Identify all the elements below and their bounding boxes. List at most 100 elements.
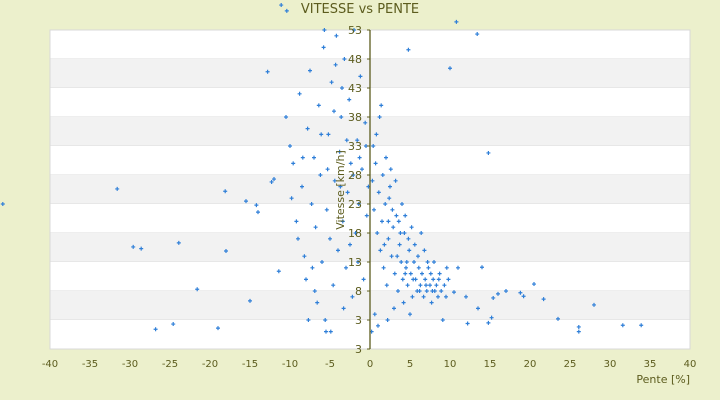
data-point bbox=[386, 219, 391, 224]
data-point bbox=[316, 103, 321, 108]
data-point bbox=[382, 242, 387, 247]
data-point bbox=[456, 265, 460, 270]
x-tick-label: -35 bbox=[82, 359, 98, 370]
data-point bbox=[426, 265, 431, 270]
data-point bbox=[310, 265, 315, 270]
data-point bbox=[353, 231, 358, 235]
data-point bbox=[395, 254, 400, 259]
y-tick-label: 13 bbox=[348, 256, 362, 269]
data-point bbox=[592, 302, 596, 307]
data-point bbox=[521, 294, 526, 299]
data-point bbox=[356, 202, 361, 206]
data-point bbox=[347, 97, 352, 102]
data-point bbox=[379, 103, 384, 108]
data-point bbox=[420, 271, 424, 276]
data-point bbox=[385, 318, 390, 322]
data-point bbox=[412, 242, 417, 247]
data-point bbox=[340, 86, 344, 90]
data-point bbox=[326, 132, 331, 137]
data-points bbox=[0, 3, 644, 334]
data-point bbox=[0, 202, 5, 206]
data-point bbox=[390, 207, 395, 212]
data-point bbox=[475, 32, 480, 37]
data-point bbox=[412, 260, 416, 264]
data-point bbox=[328, 329, 333, 334]
data-point bbox=[374, 132, 379, 137]
data-point bbox=[388, 184, 392, 189]
data-point bbox=[338, 184, 343, 189]
x-tick-label: -20 bbox=[202, 359, 218, 370]
data-point bbox=[421, 294, 426, 299]
x-tick-label: 35 bbox=[644, 359, 657, 370]
data-point bbox=[418, 283, 423, 288]
data-point bbox=[324, 329, 328, 334]
data-point bbox=[518, 290, 523, 295]
data-point bbox=[403, 213, 408, 218]
data-point bbox=[639, 323, 644, 328]
chart-title: VITESSE vs PENTE bbox=[300, 2, 420, 17]
data-point bbox=[284, 115, 288, 119]
y-tick-label: 48 bbox=[348, 53, 362, 66]
data-point bbox=[370, 178, 375, 183]
data-point bbox=[276, 269, 281, 274]
data-point bbox=[344, 138, 349, 143]
y-tick-label: 38 bbox=[348, 111, 362, 124]
data-point bbox=[376, 323, 380, 328]
x-tick-label: 30 bbox=[604, 359, 617, 370]
data-point bbox=[409, 225, 414, 230]
data-point bbox=[399, 260, 404, 264]
data-point bbox=[448, 66, 452, 71]
data-point bbox=[265, 69, 270, 74]
data-point bbox=[396, 289, 400, 293]
y-tick-label: 3 bbox=[355, 343, 362, 356]
data-point bbox=[431, 277, 436, 282]
data-point bbox=[313, 225, 318, 230]
data-point bbox=[372, 312, 377, 317]
data-point bbox=[373, 161, 378, 166]
data-point bbox=[195, 287, 200, 292]
data-point bbox=[432, 260, 436, 264]
data-point bbox=[333, 62, 338, 67]
data-point bbox=[342, 57, 347, 61]
data-point bbox=[406, 47, 411, 52]
data-point bbox=[393, 178, 398, 183]
data-point bbox=[358, 74, 363, 79]
y-tick-label: 28 bbox=[348, 169, 362, 182]
data-point bbox=[328, 236, 332, 241]
data-point bbox=[115, 186, 120, 191]
data-point bbox=[428, 271, 433, 276]
x-tick-label: 40 bbox=[684, 359, 697, 370]
data-point bbox=[300, 184, 304, 189]
data-point bbox=[444, 265, 449, 270]
x-tick-label: 5 bbox=[407, 359, 413, 370]
data-point bbox=[345, 190, 350, 195]
y-tick-label: 8 bbox=[355, 285, 362, 298]
y-tick-label: 43 bbox=[348, 82, 362, 95]
x-tick-label: -5 bbox=[325, 359, 335, 370]
y-tick-label: 23 bbox=[348, 198, 362, 211]
data-point bbox=[408, 312, 412, 317]
data-point bbox=[372, 207, 376, 212]
data-point bbox=[388, 167, 393, 172]
y-tick-label: 33 bbox=[348, 140, 362, 153]
data-point bbox=[371, 144, 376, 148]
y-tick-label: 18 bbox=[348, 227, 362, 240]
data-point bbox=[224, 248, 228, 253]
data-point bbox=[576, 329, 581, 334]
data-point bbox=[423, 277, 428, 282]
data-point bbox=[350, 294, 355, 299]
data-point bbox=[400, 202, 404, 206]
data-point bbox=[392, 306, 396, 311]
data-point bbox=[404, 265, 408, 270]
data-point bbox=[334, 33, 339, 38]
data-point bbox=[476, 306, 480, 311]
data-point bbox=[541, 297, 546, 302]
data-point bbox=[308, 68, 312, 73]
data-point bbox=[442, 283, 447, 288]
data-point bbox=[576, 324, 581, 329]
data-point bbox=[389, 254, 394, 259]
data-point bbox=[556, 316, 560, 321]
data-point bbox=[424, 283, 428, 288]
data-point bbox=[348, 161, 353, 166]
data-point bbox=[329, 80, 334, 85]
